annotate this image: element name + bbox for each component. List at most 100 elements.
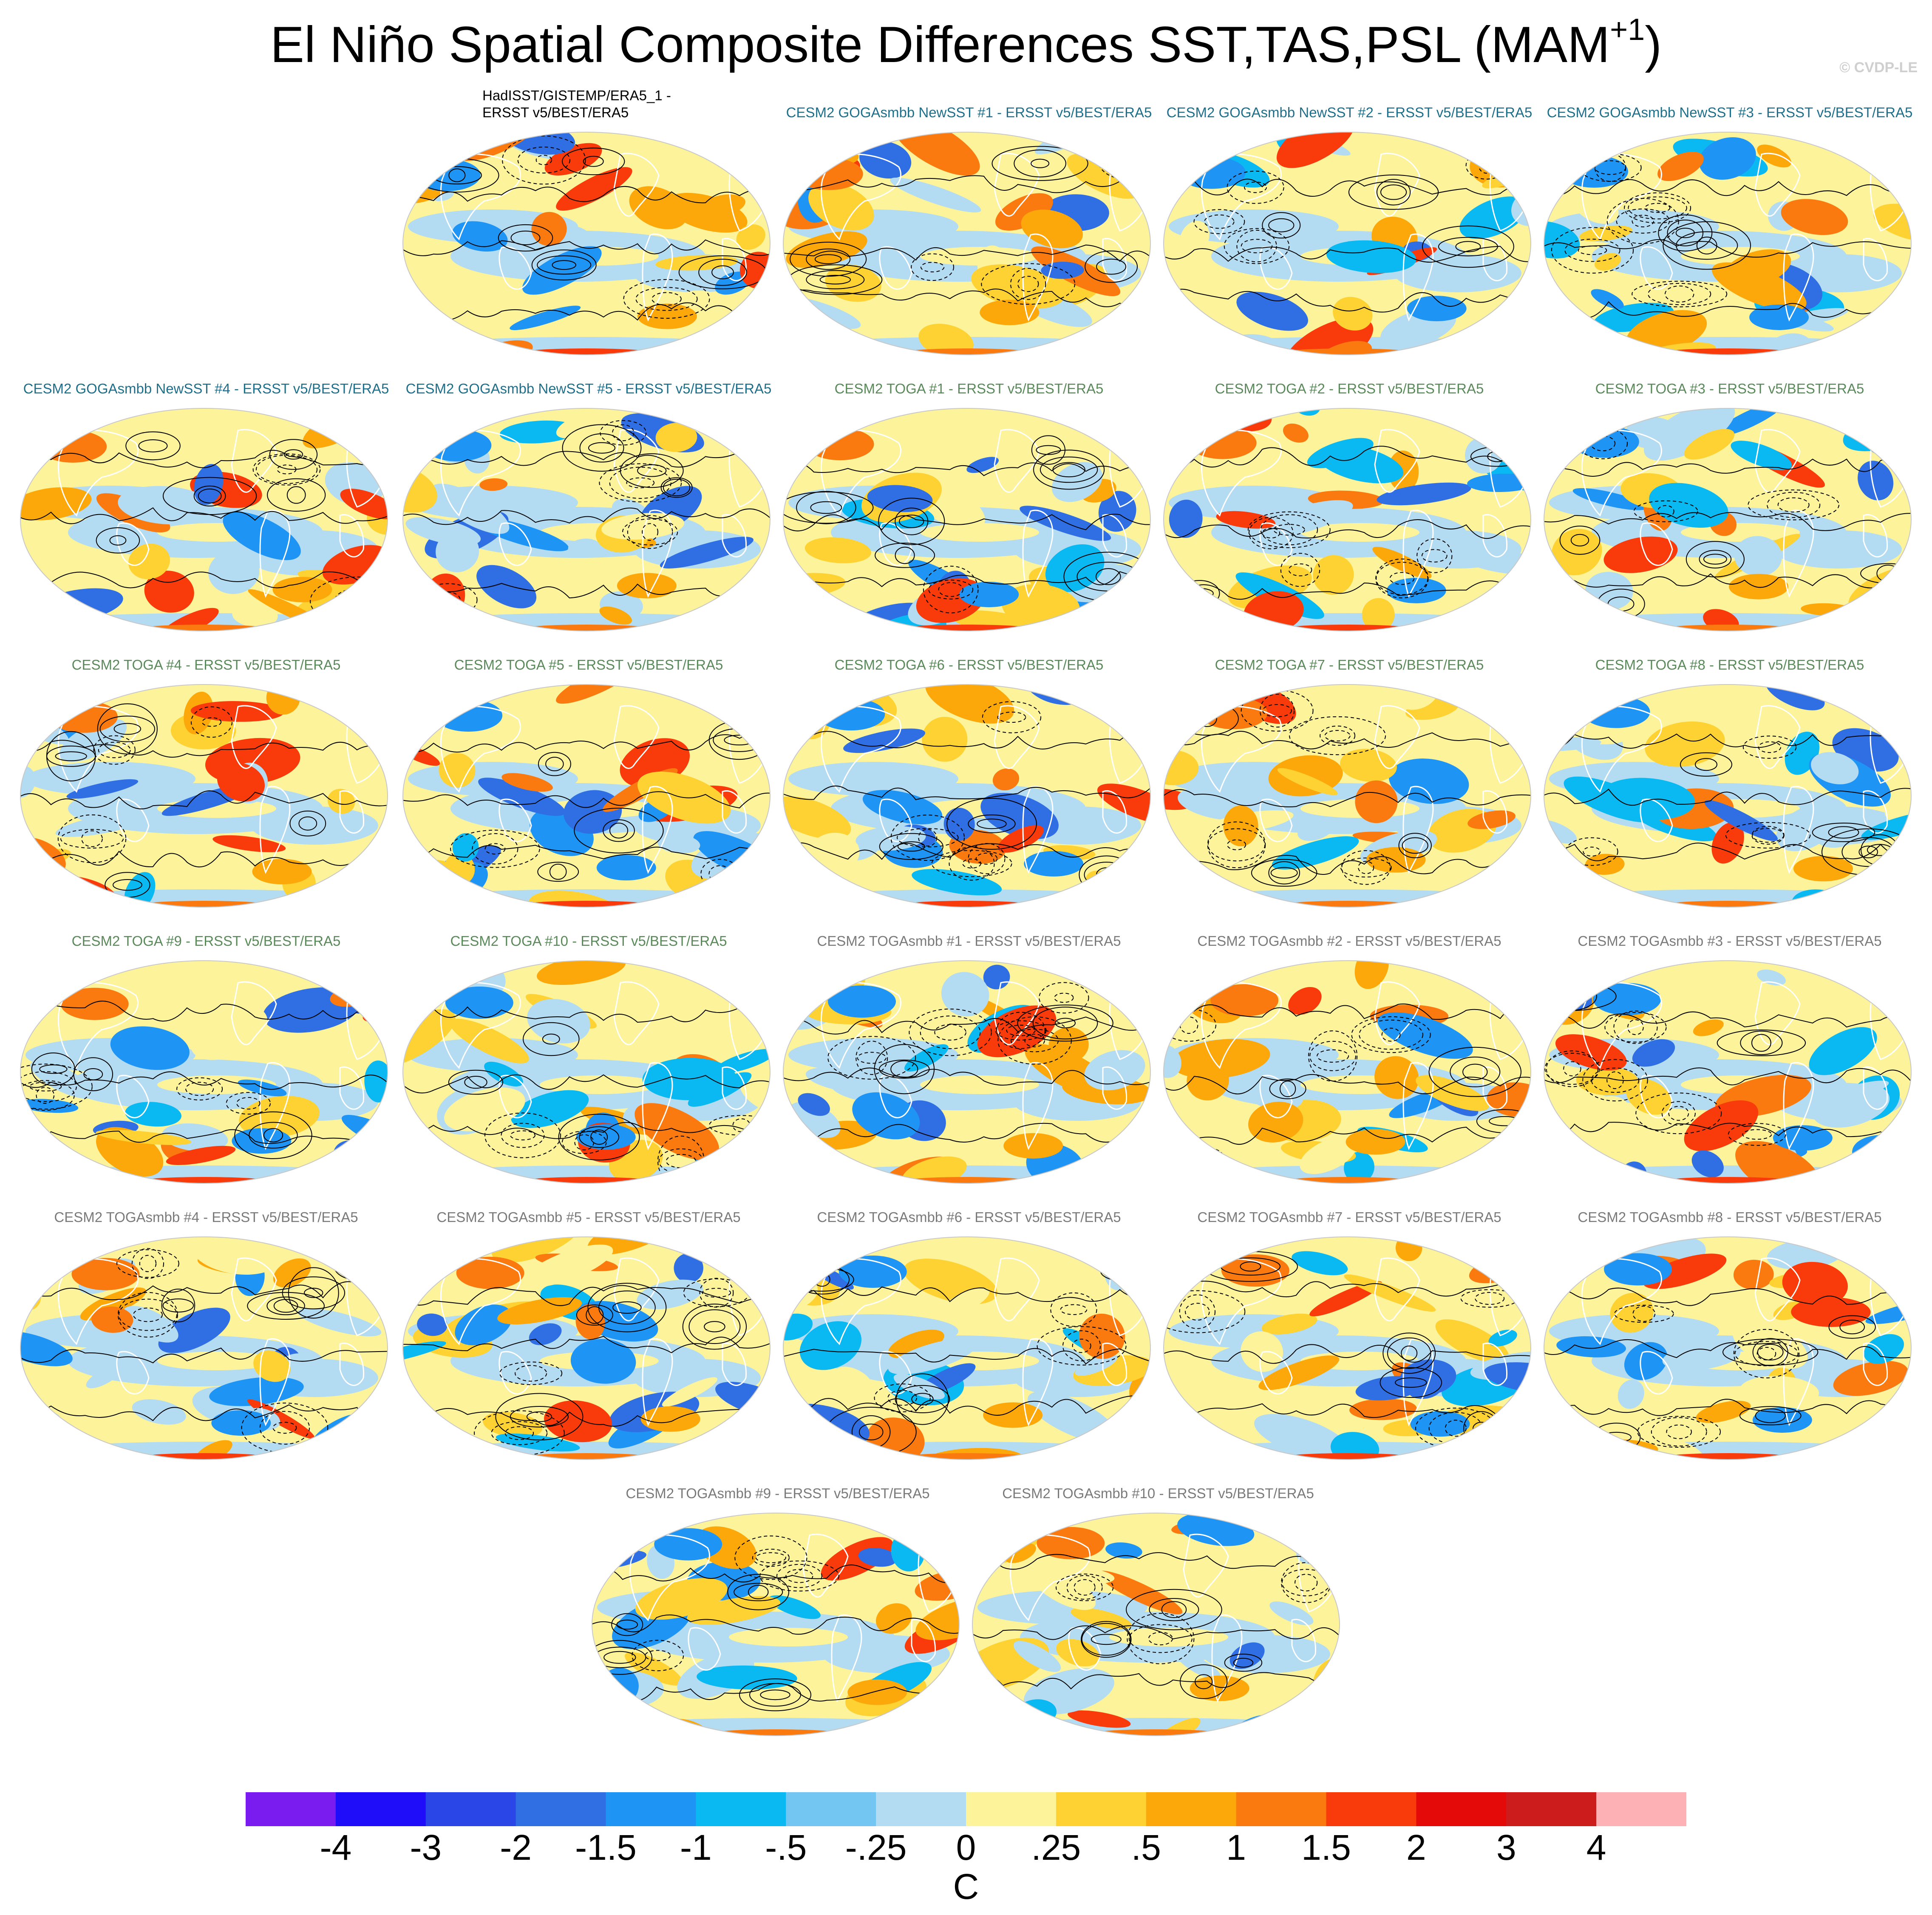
panel-title: CESM2 GOGAsmbb NewSST #5 - ERSST v5/BEST… — [405, 381, 772, 396]
colorbar-segment — [1326, 1792, 1416, 1826]
world-map-robinson — [20, 684, 388, 908]
panel-title: CESM2 TOGAsmbb #7 - ERSST v5/BEST/ERA5 — [1197, 1209, 1501, 1225]
map-panel-togas1: CESM2 TOGAsmbb #1 - ERSST v5/BEST/ERA5 — [780, 933, 1158, 1188]
world-map-robinson — [1163, 132, 1531, 355]
panel-title: CESM2 TOGAsmbb #2 - ERSST v5/BEST/ERA5 — [1197, 933, 1501, 949]
panel-title: CESM2 GOGAsmbb NewSST #4 - ERSST v5/BEST… — [23, 381, 389, 396]
panel-title: CESM2 TOGAsmbb #3 - ERSST v5/BEST/ERA5 — [1578, 933, 1882, 949]
colorbar-tick-label: .5 — [1131, 1827, 1161, 1867]
panel-title: HadISST/GISTEMP/ERA5_1 - ERSST v5/BEST/E… — [482, 88, 671, 120]
colorbar-tick-label: 0 — [956, 1827, 976, 1867]
map-panel-toga7: CESM2 TOGA #7 - ERSST v5/BEST/ERA5 — [1160, 656, 1538, 911]
map-panel-toga10: CESM2 TOGA #10 - ERSST v5/BEST/ERA5 — [399, 933, 778, 1188]
world-map-robinson — [1163, 408, 1531, 631]
world-map-robinson — [1544, 684, 1912, 908]
map-panel-togas5: CESM2 TOGAsmbb #5 - ERSST v5/BEST/ERA5 — [399, 1209, 778, 1464]
world-map-robinson — [402, 684, 771, 908]
credit-watermark: © CVDP-LE — [1839, 59, 1918, 76]
world-map-robinson — [972, 1513, 1340, 1736]
panel-title: CESM2 TOGA #7 - ERSST v5/BEST/ERA5 — [1215, 657, 1484, 673]
panel-title: CESM2 GOGAsmbb NewSST #3 - ERSST v5/BEST… — [1547, 105, 1913, 120]
colorbar-tick-label: -3 — [410, 1827, 442, 1867]
world-map-robinson — [402, 408, 771, 631]
map-panel-togas6: CESM2 TOGAsmbb #6 - ERSST v5/BEST/ERA5 — [780, 1209, 1158, 1464]
colorbar-tick-label: -.5 — [765, 1827, 807, 1867]
figure-title-end: ) — [1645, 16, 1662, 73]
figure-title-superscript: +1 — [1610, 13, 1645, 47]
world-map-robinson — [1544, 1236, 1912, 1460]
world-map-robinson — [783, 960, 1151, 1184]
colorbar-segment — [696, 1792, 786, 1826]
panel-title: CESM2 TOGAsmbb #8 - ERSST v5/BEST/ERA5 — [1578, 1209, 1882, 1225]
colorbar-segment — [1416, 1792, 1507, 1826]
map-panel-obs: HadISST/GISTEMP/ERA5_1 - ERSST v5/BEST/E… — [399, 88, 778, 359]
colorbar-segment — [966, 1792, 1057, 1826]
map-panel-toga5: CESM2 TOGA #5 - ERSST v5/BEST/ERA5 — [399, 656, 778, 911]
map-panel-togas10: CESM2 TOGAsmbb #10 - ERSST v5/BEST/ERA5 — [969, 1485, 1347, 1740]
colorbar-segment — [1146, 1792, 1237, 1826]
colorbar-segment — [876, 1792, 966, 1826]
panel-title: CESM2 TOGAsmbb #6 - ERSST v5/BEST/ERA5 — [817, 1209, 1121, 1225]
colorbar-segment — [1596, 1792, 1686, 1826]
map-panel-goga2: CESM2 GOGAsmbb NewSST #2 - ERSST v5/BEST… — [1160, 104, 1538, 359]
colorbar-tick-label: 4 — [1586, 1827, 1606, 1867]
panel-title: CESM2 TOGA #5 - ERSST v5/BEST/ERA5 — [454, 657, 723, 673]
world-map-robinson — [20, 960, 388, 1184]
panel-title: CESM2 TOGA #4 - ERSST v5/BEST/ERA5 — [71, 657, 341, 673]
world-map-robinson — [783, 132, 1151, 355]
world-map-robinson — [1163, 1236, 1531, 1460]
map-panel-togas4: CESM2 TOGAsmbb #4 - ERSST v5/BEST/ERA5 — [17, 1209, 395, 1464]
colorbar-tick-label: -1.5 — [575, 1827, 637, 1867]
panel-title: CESM2 TOGAsmbb #4 - ERSST v5/BEST/ERA5 — [54, 1209, 358, 1225]
map-panel-toga8: CESM2 TOGA #8 - ERSST v5/BEST/ERA5 — [1541, 656, 1919, 911]
map-panel-toga3: CESM2 TOGA #3 - ERSST v5/BEST/ERA5 — [1541, 380, 1919, 635]
colorbar-tick-label: 2 — [1406, 1827, 1426, 1867]
panel-title: CESM2 TOGA #6 - ERSST v5/BEST/ERA5 — [834, 657, 1104, 673]
colorbar-tick-label: -.25 — [845, 1827, 907, 1867]
map-panel-togas7: CESM2 TOGAsmbb #7 - ERSST v5/BEST/ERA5 — [1160, 1209, 1538, 1464]
colorbar-tick-label: 1 — [1226, 1827, 1246, 1867]
panel-title: CESM2 GOGAsmbb NewSST #1 - ERSST v5/BEST… — [786, 105, 1152, 120]
map-panel-toga9: CESM2 TOGA #9 - ERSST v5/BEST/ERA5 — [17, 933, 395, 1188]
colorbar-segment — [246, 1792, 336, 1826]
figure-title: El Niño Spatial Composite Differences SS… — [0, 13, 1932, 76]
figure-title-main: El Niño Spatial Composite Differences SS… — [270, 16, 1610, 73]
panel-title: CESM2 TOGAsmbb #5 - ERSST v5/BEST/ERA5 — [436, 1209, 741, 1225]
world-map-robinson — [1163, 960, 1531, 1184]
map-panel-toga4: CESM2 TOGA #4 - ERSST v5/BEST/ERA5 — [17, 656, 395, 911]
colorbar-segment — [516, 1792, 606, 1826]
colorbar-units: C — [953, 1867, 979, 1907]
panel-title: CESM2 TOGA #10 - ERSST v5/BEST/ERA5 — [450, 933, 727, 949]
colorbar-segment — [425, 1792, 516, 1826]
colorbar-segment — [1506, 1792, 1597, 1826]
colorbar-tick-label: -4 — [320, 1827, 352, 1867]
colorbar-segment — [1236, 1792, 1327, 1826]
panel-title: CESM2 TOGA #2 - ERSST v5/BEST/ERA5 — [1215, 381, 1484, 396]
world-map-robinson — [783, 1236, 1151, 1460]
colorbar-tick-label: -1 — [680, 1827, 712, 1867]
map-panel-toga2: CESM2 TOGA #2 - ERSST v5/BEST/ERA5 — [1160, 380, 1538, 635]
world-map-robinson — [402, 1236, 771, 1460]
world-map-robinson — [783, 408, 1151, 631]
map-panel-goga4: CESM2 GOGAsmbb NewSST #4 - ERSST v5/BEST… — [17, 380, 395, 635]
world-map-robinson — [592, 1513, 960, 1736]
world-map-robinson — [20, 408, 388, 631]
map-panel-goga5: CESM2 GOGAsmbb NewSST #5 - ERSST v5/BEST… — [399, 380, 778, 635]
panel-title: CESM2 TOGAsmbb #1 - ERSST v5/BEST/ERA5 — [817, 933, 1121, 949]
panel-title: CESM2 TOGAsmbb #9 - ERSST v5/BEST/ERA5 — [626, 1485, 930, 1501]
map-panel-toga1: CESM2 TOGA #1 - ERSST v5/BEST/ERA5 — [780, 380, 1158, 635]
panel-title: CESM2 TOGA #1 - ERSST v5/BEST/ERA5 — [834, 381, 1104, 396]
colorbar-labels: -4 -3 -2 -1.5 -1 -.5 -.25 0 .25 .5 1 1.5 2 3 4 — [0, 1827, 1932, 1870]
map-panel-toga6: CESM2 TOGA #6 - ERSST v5/BEST/ERA5 — [780, 656, 1158, 911]
world-map-robinson — [1544, 132, 1912, 355]
panel-title: CESM2 TOGA #9 - ERSST v5/BEST/ERA5 — [71, 933, 341, 949]
map-panel-goga3: CESM2 GOGAsmbb NewSST #3 - ERSST v5/BEST… — [1541, 104, 1919, 359]
world-map-robinson — [783, 684, 1151, 908]
colorbar-tick-label: 1.5 — [1301, 1827, 1351, 1867]
world-map-robinson — [402, 132, 771, 355]
colorbar-tick-label: 3 — [1496, 1827, 1516, 1867]
world-map-robinson — [1163, 684, 1531, 908]
colorbar-segment — [606, 1792, 696, 1826]
map-panel-togas3: CESM2 TOGAsmbb #3 - ERSST v5/BEST/ERA5 — [1541, 933, 1919, 1188]
world-map-robinson — [20, 1236, 388, 1460]
